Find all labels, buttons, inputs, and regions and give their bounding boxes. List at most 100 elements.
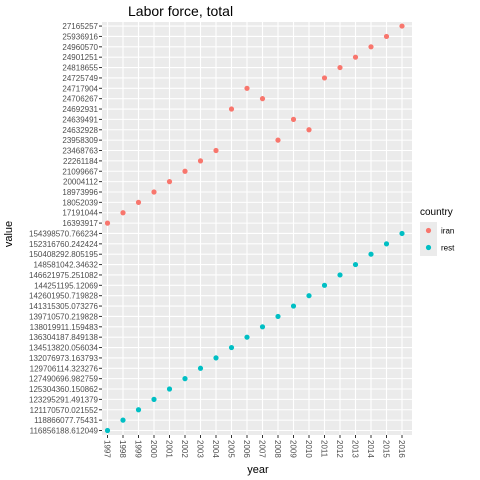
x-tick-label: 2006 xyxy=(242,440,251,458)
y-tick-label: 24692931 xyxy=(62,105,98,114)
y-tick-label: 127490696.982759 xyxy=(29,375,99,384)
data-point-rest xyxy=(321,282,328,288)
data-point-iran xyxy=(383,33,390,40)
data-point-rest xyxy=(368,251,374,257)
data-point-iran xyxy=(337,64,343,71)
data-point-iran xyxy=(275,137,281,143)
y-axis-ticks: 116856188.612049 118866077.75431121170570… xyxy=(29,22,102,436)
y-tick-label: 17191044 xyxy=(62,209,98,218)
x-tick-label: 1997 xyxy=(103,440,112,458)
data-point-iran xyxy=(321,75,328,81)
data-point-rest xyxy=(166,386,173,392)
data-point-iran xyxy=(166,179,173,185)
data-point-iran xyxy=(135,199,142,205)
x-tick-label: 2010 xyxy=(304,440,313,458)
x-tick-label: 2003 xyxy=(196,440,205,458)
y-axis-title: value xyxy=(3,221,15,247)
data-point-iran xyxy=(213,147,219,154)
data-point-rest xyxy=(275,313,281,320)
plot-panel xyxy=(102,22,412,435)
y-tick-label: 132076973.163793 xyxy=(29,354,99,363)
y-tick-label: 24706267 xyxy=(62,95,98,104)
x-tick-label: 2016 xyxy=(397,440,406,458)
data-point-rest xyxy=(290,303,297,309)
data-point-rest xyxy=(151,396,157,402)
data-point-rest xyxy=(104,427,111,434)
y-tick-label: 23958309 xyxy=(62,136,98,145)
legend: country iran rest xyxy=(420,207,455,256)
y-tick-label: 138019911.159483 xyxy=(30,323,99,332)
y-tick-label: 123295291.491379 xyxy=(29,395,99,404)
chart-title: Labor force, total xyxy=(128,3,233,19)
x-tick-label: 2014 xyxy=(366,440,375,458)
y-tick-label: 144251195.12069 xyxy=(34,281,98,290)
y-tick-label: 24639491 xyxy=(62,115,98,124)
data-point-iran xyxy=(259,96,266,102)
data-point-rest xyxy=(383,241,390,247)
data-point-iran xyxy=(306,127,312,133)
data-point-rest xyxy=(228,344,235,351)
data-point-iran xyxy=(197,158,204,164)
data-point-iran xyxy=(368,44,374,50)
y-tick-label: 129706114.323276 xyxy=(30,364,99,373)
data-point-rest xyxy=(120,417,126,423)
y-tick-label: 139710570.219828 xyxy=(29,312,99,321)
y-tick-label: 141315305.073276 xyxy=(29,302,99,311)
y-tick-label: 24725749 xyxy=(62,74,98,83)
x-axis-ticks: 1997 1998 1999 2000 2001 2002 2003 2004 2005 2006… xyxy=(103,435,406,458)
y-tick-label: 16393917 xyxy=(62,219,98,228)
legend-swatch-rest xyxy=(425,244,432,251)
x-tick-label: 2000 xyxy=(149,440,158,458)
data-point-rest xyxy=(259,324,266,330)
legend-title: country xyxy=(420,207,453,218)
y-tick-label: 136304187.849138 xyxy=(29,333,99,342)
data-point-iran xyxy=(399,23,405,29)
x-tick-label: 2013 xyxy=(351,440,360,458)
data-point-rest xyxy=(337,272,343,278)
y-tick-label: 118866077.75431 xyxy=(34,416,98,425)
y-tick-label: 154398570.766234 xyxy=(29,229,99,238)
x-tick-label: 1999 xyxy=(134,440,143,458)
data-point-rest xyxy=(244,334,250,340)
legend-swatch-iran xyxy=(425,227,432,234)
data-point-rest xyxy=(182,376,188,382)
data-point-iran xyxy=(290,116,297,122)
data-point-iran xyxy=(120,210,126,216)
data-point-rest xyxy=(306,293,312,299)
x-tick-label: 2011 xyxy=(320,440,329,458)
x-tick-label: 1998 xyxy=(118,440,127,458)
data-points xyxy=(104,23,405,434)
y-tick-label: 23468763 xyxy=(62,147,98,156)
y-tick-label: 134513820.056034 xyxy=(29,344,99,353)
data-point-rest xyxy=(197,365,204,371)
data-point-iran xyxy=(244,85,250,91)
y-tick-label: 116856188.612049 xyxy=(30,427,99,436)
y-tick-label: 121170570.021552 xyxy=(30,406,99,415)
y-tick-label: 18052039 xyxy=(62,198,98,207)
x-tick-label: 2001 xyxy=(165,440,174,458)
data-point-iran xyxy=(182,168,188,174)
y-tick-label: 20004112 xyxy=(63,178,99,187)
data-point-iran xyxy=(151,189,157,195)
y-tick-label: 146621975.251082 xyxy=(29,271,99,280)
x-tick-label: 2004 xyxy=(211,440,220,458)
x-tick-label: 2008 xyxy=(273,440,282,458)
data-point-rest xyxy=(399,230,405,237)
y-tick-label: 21099667 xyxy=(62,167,98,176)
y-tick-label: 150408292.805195 xyxy=(29,250,99,259)
y-tick-label: 24901251 xyxy=(62,53,98,62)
y-tick-label: 142601950.719828 xyxy=(29,292,99,301)
x-tick-label: 2012 xyxy=(335,440,344,458)
data-point-rest xyxy=(135,407,142,413)
y-tick-label: 24818655 xyxy=(62,64,98,73)
legend-label-iran: iran xyxy=(441,227,454,236)
x-tick-label: 2005 xyxy=(227,440,236,458)
y-tick-label: 18973996 xyxy=(62,188,98,197)
x-tick-label: 2007 xyxy=(258,440,267,458)
legend-label-rest: rest xyxy=(441,244,455,253)
data-point-iran xyxy=(104,220,111,226)
y-tick-label: 125304360.150862 xyxy=(29,385,99,394)
x-tick-label: 2009 xyxy=(289,440,298,458)
y-tick-label: 24960570 xyxy=(62,43,98,52)
